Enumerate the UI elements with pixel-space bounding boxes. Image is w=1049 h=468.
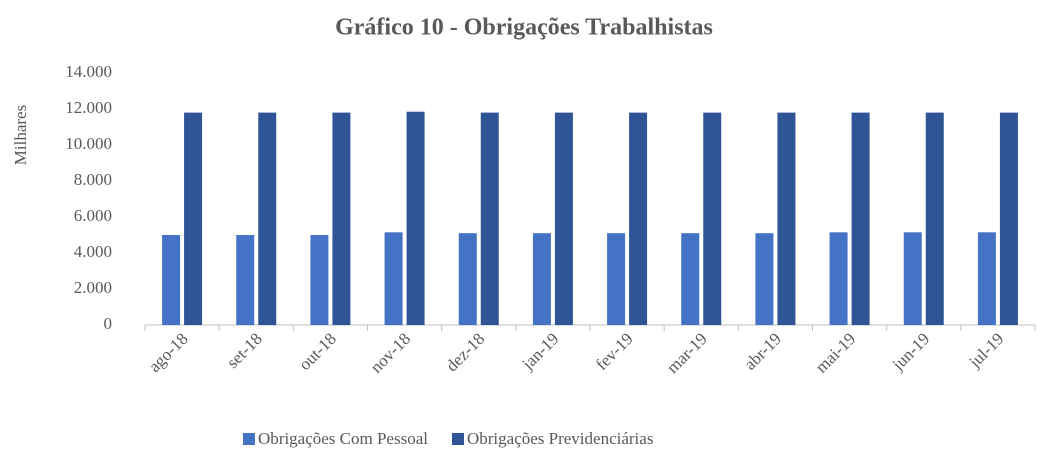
bar	[310, 235, 329, 325]
y-axis-label: Milhares	[11, 105, 30, 165]
x-tick-label: jan-19	[518, 329, 563, 374]
x-tick-label: out-18	[295, 329, 340, 374]
bar	[258, 112, 277, 325]
bar	[777, 112, 796, 325]
legend-label: Obrigações Previdenciárias	[467, 429, 653, 448]
bar	[162, 235, 181, 325]
bar	[384, 232, 403, 325]
bar	[977, 232, 996, 325]
bar	[532, 233, 551, 325]
bar	[703, 112, 722, 325]
bar	[829, 232, 848, 325]
x-tick-label: jun-19	[888, 329, 934, 375]
bar	[607, 233, 626, 325]
chart-title: Gráfico 10 - Obrigações Trabalhistas	[335, 15, 713, 41]
x-tick-label: fev-19	[592, 329, 637, 374]
bar	[236, 235, 255, 325]
x-tick-label: jul-19	[965, 329, 1008, 372]
x-tick-label: dez-18	[442, 329, 488, 375]
legend-swatch	[451, 433, 464, 445]
bar	[681, 233, 700, 325]
bar	[332, 112, 351, 325]
bar	[184, 112, 203, 325]
x-tick-label: set-18	[223, 329, 266, 372]
x-tick-label: nov-18	[367, 329, 414, 376]
y-tick-label: 14.000	[65, 62, 112, 81]
x-tick-label: mai-19	[812, 329, 859, 376]
y-tick-label: 6.000	[74, 206, 112, 225]
legend-label: Obrigações Com Pessoal	[258, 429, 428, 448]
bar	[999, 112, 1018, 325]
y-tick-label: 10.000	[65, 134, 112, 153]
x-tick-label: mar-19	[663, 329, 711, 377]
y-tick-label: 4.000	[74, 242, 112, 261]
bar	[925, 112, 944, 325]
y-tick-label: 12.000	[65, 98, 112, 117]
bar	[458, 233, 477, 325]
x-tick-label: ago-18	[145, 329, 192, 376]
bar	[629, 112, 648, 325]
x-tick-label: abr-19	[740, 329, 785, 374]
bar	[554, 112, 573, 325]
bar	[851, 112, 870, 325]
y-tick-label: 2.000	[74, 278, 112, 297]
bar	[903, 232, 922, 325]
bar	[406, 111, 425, 325]
bar	[755, 233, 774, 325]
legend-swatch	[243, 433, 255, 445]
y-tick-label: 8.000	[74, 170, 112, 189]
y-tick-label: 0	[104, 314, 113, 333]
bar	[480, 112, 499, 325]
